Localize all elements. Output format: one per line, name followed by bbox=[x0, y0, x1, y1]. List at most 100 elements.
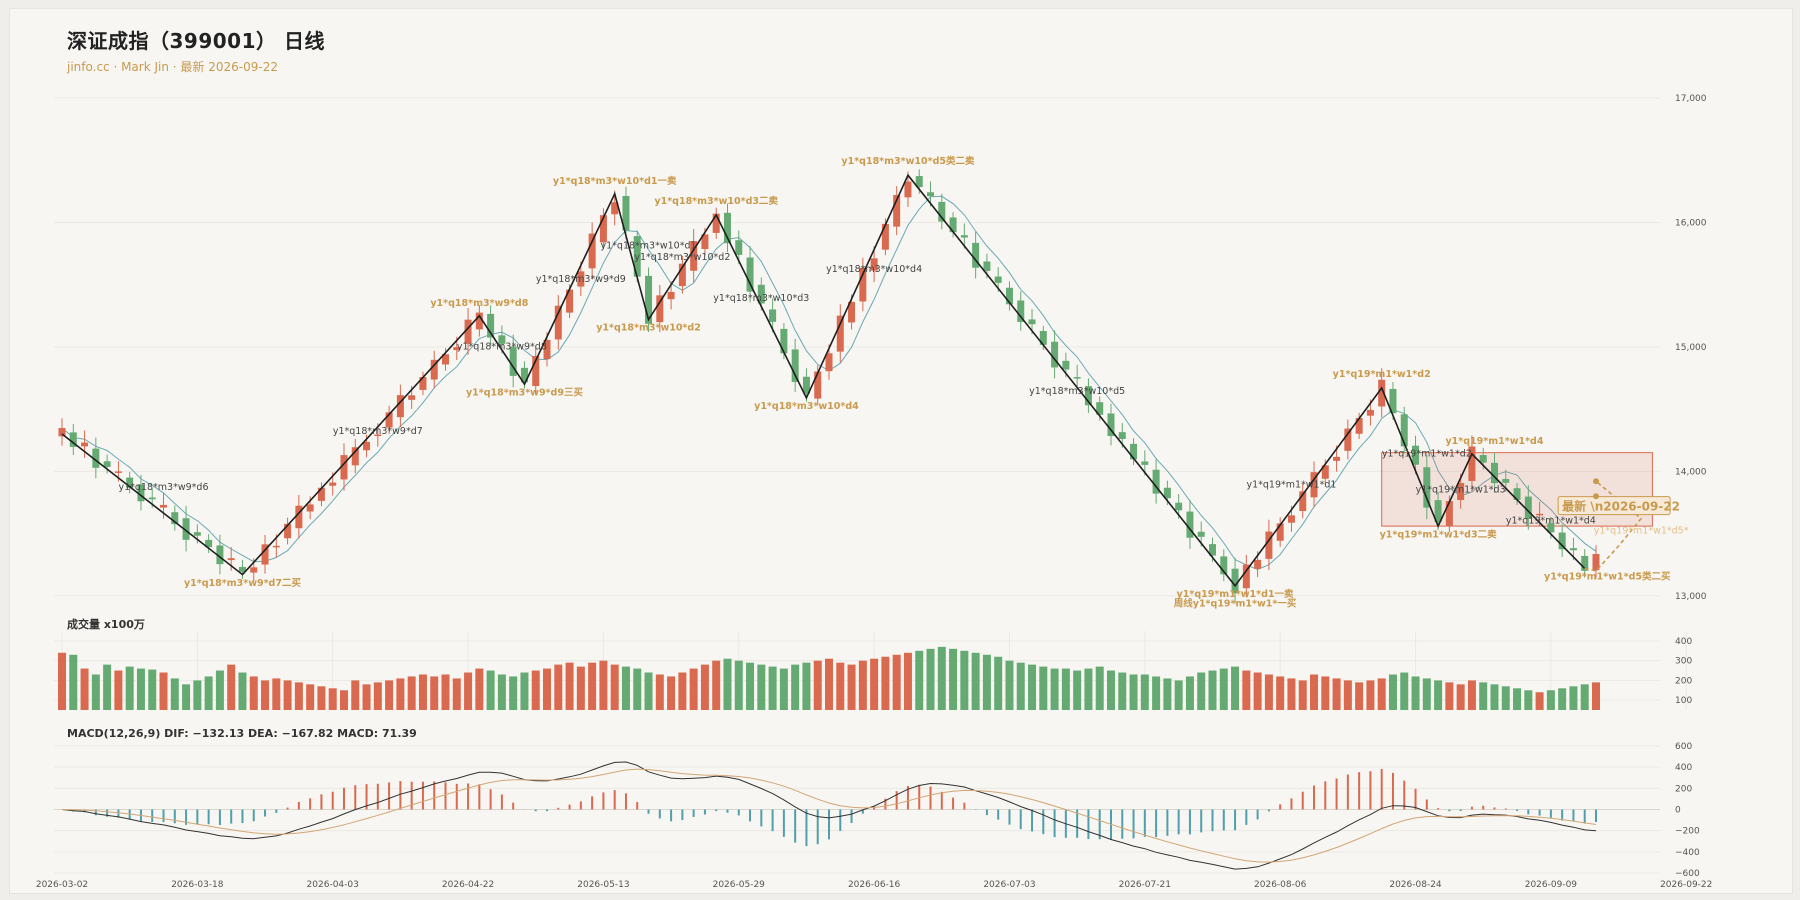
candle bbox=[1152, 459, 1160, 504]
candle-body bbox=[701, 234, 709, 250]
candle bbox=[92, 437, 100, 479]
candle-body bbox=[1276, 523, 1284, 541]
volume-bar bbox=[1197, 672, 1206, 710]
volume-bar bbox=[227, 664, 236, 710]
candle-body bbox=[329, 482, 337, 486]
volume-bar bbox=[802, 662, 811, 710]
volume-bar bbox=[317, 686, 326, 710]
candle-body bbox=[859, 267, 867, 302]
macd-bar bbox=[624, 793, 627, 810]
volume-bar bbox=[1569, 686, 1578, 710]
volume-bar bbox=[1411, 676, 1420, 710]
volume-tick-label: 300 bbox=[1675, 657, 1692, 667]
volume-bar bbox=[858, 660, 867, 710]
macd-tick-label: 200 bbox=[1675, 784, 1692, 794]
candle-body bbox=[137, 484, 145, 502]
macd-bar bbox=[376, 783, 379, 810]
macd-bar bbox=[1437, 808, 1440, 810]
macd-bar bbox=[1324, 781, 1327, 810]
signal-label: y1*q19*m1*w1*d2 bbox=[1382, 448, 1472, 459]
macd-bar bbox=[106, 809, 109, 817]
candle bbox=[949, 212, 957, 238]
signal-label: 周线y1*q19*m1*w1*一买 bbox=[1174, 597, 1297, 609]
signal-label: y1*q19*m1*w1*d4 bbox=[1506, 516, 1596, 527]
candle-body bbox=[1479, 455, 1487, 463]
volume-bar bbox=[1388, 674, 1397, 710]
signal-label: y1*q18*m3*w9*d9 bbox=[536, 274, 626, 285]
volume-bar bbox=[1118, 672, 1127, 710]
macd-bar bbox=[636, 802, 639, 810]
candle bbox=[340, 443, 348, 491]
candle-body bbox=[960, 235, 968, 238]
macd-bar bbox=[782, 809, 785, 837]
candle bbox=[1130, 438, 1138, 465]
candle-body bbox=[757, 284, 765, 304]
macd-bar bbox=[399, 781, 402, 810]
volume-bar bbox=[982, 654, 991, 710]
candle bbox=[1231, 557, 1239, 604]
macd-bar bbox=[794, 809, 797, 843]
signal-label: y1*q19*m1*w1*d3二卖 bbox=[1380, 528, 1498, 540]
macd-bar bbox=[1256, 809, 1259, 820]
macd-title: MACD(12,26,9) DIF: −132.13 DEA: −167.82 … bbox=[67, 727, 417, 740]
candle-body bbox=[791, 349, 799, 382]
candle-body bbox=[114, 471, 122, 473]
candle bbox=[859, 257, 867, 312]
candle bbox=[1513, 483, 1521, 506]
candle-body bbox=[1073, 377, 1081, 379]
signal-label: y1*q18*m3*w10*d5 bbox=[1029, 386, 1125, 397]
candle-body bbox=[735, 240, 743, 255]
volume-bar bbox=[1355, 682, 1364, 710]
candle bbox=[712, 207, 720, 239]
candle-body bbox=[1005, 287, 1013, 305]
date-tick-label: 2026-04-03 bbox=[307, 880, 359, 890]
volume-bar bbox=[1264, 674, 1273, 710]
candle-body bbox=[487, 313, 495, 338]
macd-bar bbox=[1155, 809, 1158, 838]
candle bbox=[577, 261, 585, 297]
candle bbox=[1468, 435, 1476, 492]
macd-bar bbox=[1019, 809, 1022, 830]
macd-bar bbox=[681, 809, 684, 821]
volume-bar bbox=[125, 666, 134, 710]
candle-body bbox=[442, 354, 449, 365]
volume-bar bbox=[204, 676, 213, 710]
volume-bar bbox=[1242, 670, 1251, 710]
macd-bar bbox=[94, 809, 97, 816]
volume-bar bbox=[1298, 680, 1307, 710]
macd-bar bbox=[1290, 798, 1293, 810]
volume-bar bbox=[1400, 672, 1409, 710]
candle-body bbox=[1254, 559, 1262, 569]
macd-bar bbox=[816, 809, 819, 845]
candle-body bbox=[1445, 501, 1453, 527]
volume-bar bbox=[531, 670, 540, 710]
candle-body bbox=[160, 504, 168, 508]
volume-bar bbox=[543, 668, 552, 710]
volume-bar bbox=[441, 674, 450, 710]
candle-body bbox=[1299, 491, 1307, 511]
candle bbox=[1434, 491, 1442, 530]
macd-bar bbox=[1583, 809, 1586, 824]
volume-bar bbox=[136, 668, 145, 710]
volume-bar bbox=[407, 676, 416, 710]
macd-bar bbox=[365, 784, 368, 810]
candle-body bbox=[1333, 456, 1341, 461]
macd-bar bbox=[128, 809, 131, 820]
volume-tick-label: 100 bbox=[1675, 696, 1692, 706]
volume-bar bbox=[1366, 680, 1375, 710]
candle bbox=[814, 365, 822, 405]
signal-label: y1*q18*m3*w10*d1 bbox=[601, 241, 697, 252]
candle bbox=[1592, 545, 1600, 579]
macd-bar bbox=[591, 796, 594, 810]
volume-bar bbox=[351, 680, 360, 710]
latest-tag-bg bbox=[1557, 496, 1671, 516]
volume-bar bbox=[779, 668, 788, 710]
volume-bar bbox=[1174, 680, 1183, 710]
macd-bar bbox=[1561, 809, 1564, 821]
candle-body bbox=[171, 512, 179, 525]
candle-body bbox=[1231, 568, 1239, 594]
candle-body bbox=[1163, 487, 1171, 499]
candle-body bbox=[1502, 478, 1510, 483]
candle bbox=[1355, 412, 1363, 440]
candle-body bbox=[1366, 409, 1374, 416]
